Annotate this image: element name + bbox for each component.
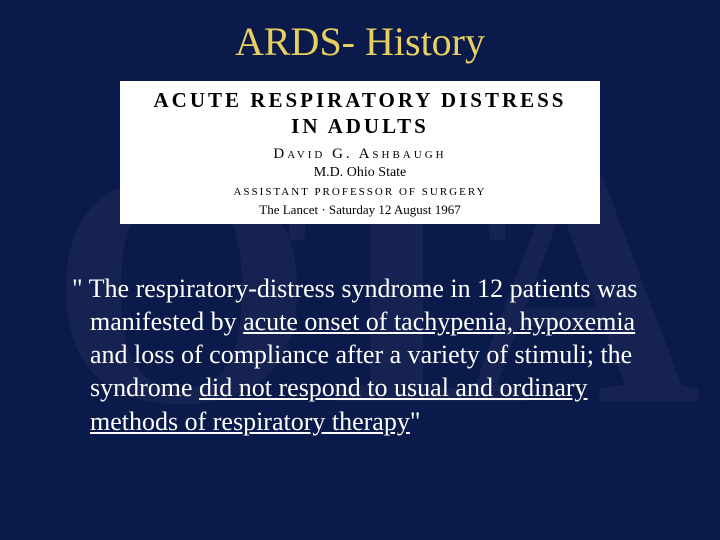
quote-paragraph: " The respiratory-distress syndrome in 1… xyxy=(0,224,720,438)
clipping-title-line2: IN ADULTS xyxy=(291,114,429,138)
quote-underline-1: acute onset of tachypenia, hypoxemia xyxy=(243,307,635,336)
clipping-source: The Lancet · Saturday 12 August 1967 xyxy=(132,202,588,218)
clipping-author: David G. Ashbaugh xyxy=(132,146,588,163)
article-clipping: ACUTE RESPIRATORY DISTRESS IN ADULTS Dav… xyxy=(120,81,600,224)
clipping-affiliation: M.D. Ohio State xyxy=(132,165,588,181)
clipping-title-line1: ACUTE RESPIRATORY DISTRESS xyxy=(154,88,567,112)
clipping-title: ACUTE RESPIRATORY DISTRESS IN ADULTS xyxy=(132,87,588,140)
quote-open: " xyxy=(72,274,89,303)
clipping-role: ASSISTANT PROFESSOR OF SURGERY xyxy=(132,186,588,198)
quote-close: " xyxy=(410,407,421,436)
slide-content: ARDS- History ACUTE RESPIRATORY DISTRESS… xyxy=(0,0,720,540)
slide-title: ARDS- History xyxy=(0,0,720,65)
